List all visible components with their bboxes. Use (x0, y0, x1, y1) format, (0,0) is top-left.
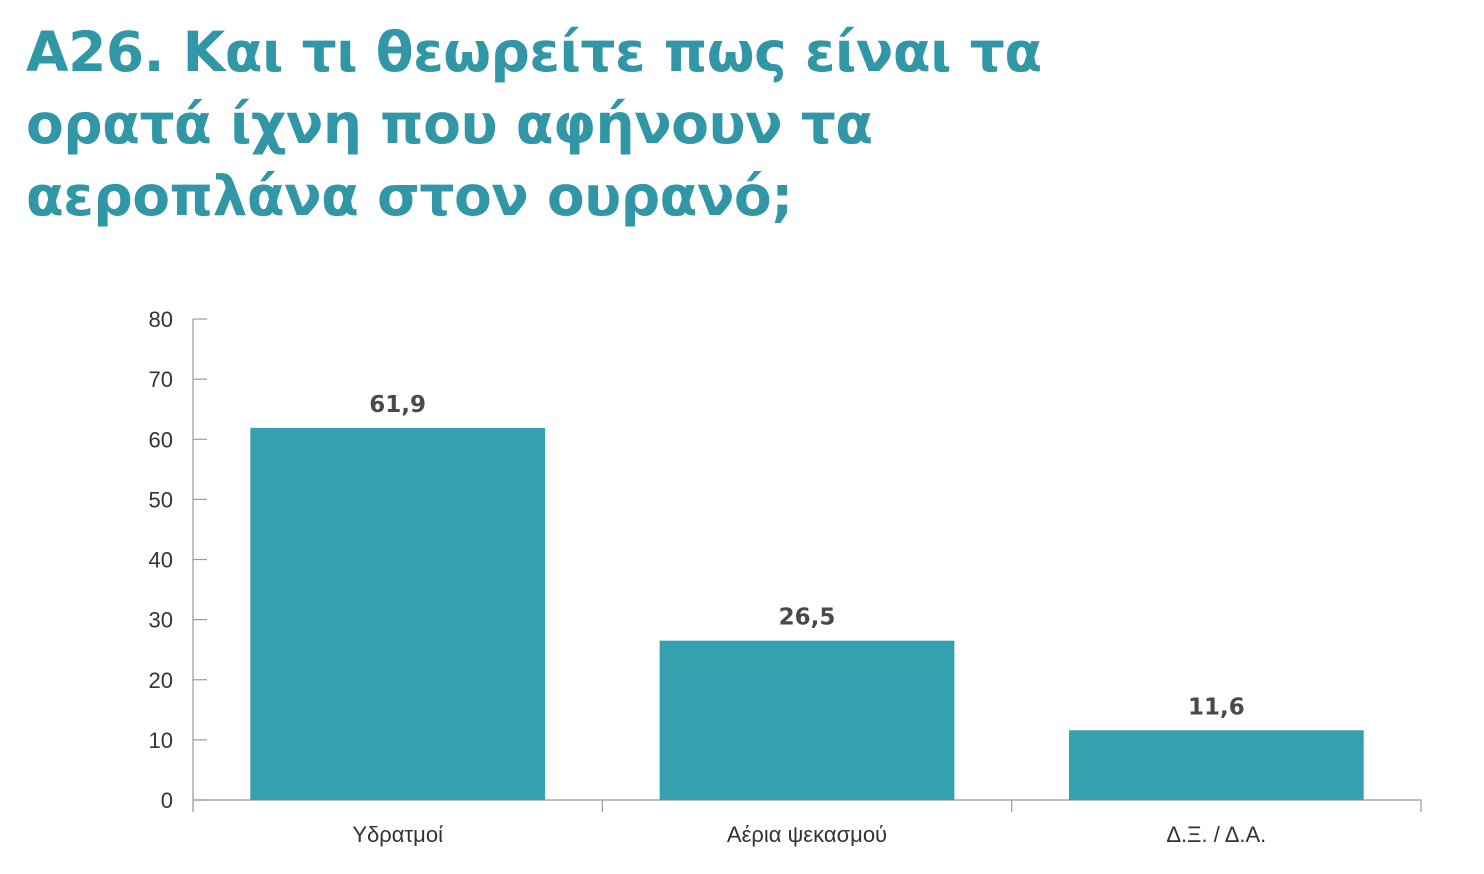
y-tick-label: 40 (149, 548, 173, 573)
y-tick-label: 60 (149, 427, 173, 452)
y-tick-label: 20 (149, 668, 173, 693)
chart-title: A26. Και τι θεωρείτε πως είναι τα ορατά … (26, 20, 1042, 228)
y-tick-label: 50 (149, 487, 173, 512)
y-tick-label: 80 (149, 307, 173, 332)
x-axis: Υδρατμοί Αέρια ψεκασμού Δ.Ξ. / Δ.Α. (192, 799, 1422, 847)
bar-value-label: 61,9 (369, 392, 426, 418)
y-tick-label: 30 (149, 608, 173, 633)
bar-value-label: 26,5 (779, 605, 836, 631)
y-axis: 0 10 20 30 40 50 60 70 80 (149, 307, 207, 813)
x-category-label: Υδρατμοί (352, 822, 443, 847)
y-tick-label: 70 (149, 367, 173, 392)
y-tick-label: 10 (149, 728, 173, 753)
bar (659, 640, 955, 800)
y-tick-label: 0 (161, 788, 173, 813)
x-category-label: Αέρια ψεκασμού (727, 822, 887, 847)
bars: 61,9 26,5 11,6 (250, 392, 1364, 800)
x-category-label: Δ.Ξ. / Δ.Α. (1166, 822, 1266, 847)
bar (250, 427, 546, 800)
bar-value-label: 11,6 (1188, 694, 1245, 720)
bar (1068, 730, 1364, 800)
